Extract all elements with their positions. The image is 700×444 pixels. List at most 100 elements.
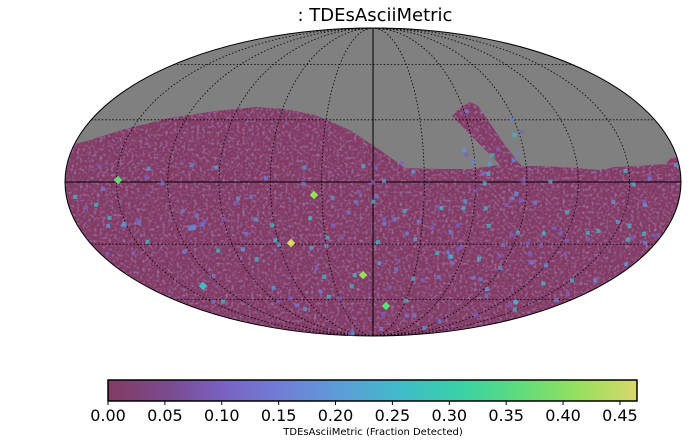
map-pixel: [477, 256, 481, 261]
map-pixel: [381, 312, 385, 317]
map-pixel: [498, 265, 503, 270]
map-pixel: [435, 251, 440, 255]
map-pixel: [422, 325, 427, 330]
map-pixel: [240, 247, 245, 252]
map-pixel: [107, 215, 112, 220]
map-pixel: [106, 223, 111, 228]
map-pixel: [449, 254, 454, 259]
map-pixel: [379, 327, 384, 331]
map-pixel: [404, 298, 409, 303]
map-pixel: [322, 274, 327, 279]
map-pixel: [552, 225, 557, 230]
map-pixel: [486, 223, 491, 228]
map-pixel: [642, 199, 647, 204]
chart-title: : TDEsAsciiMetric: [298, 5, 453, 26]
map-pixel: [382, 221, 387, 226]
map-pixel: [411, 276, 416, 281]
map-pixel: [643, 240, 647, 245]
colorbar-tick-label: 0.10: [204, 406, 240, 425]
map-pixel: [83, 205, 88, 210]
map-pixel: [324, 243, 329, 248]
meridian-line: [372, 28, 425, 336]
unobserved-region: [65, 28, 681, 170]
map-pixel: [439, 206, 444, 210]
map-pixel: [611, 200, 616, 205]
map-pixel: [349, 284, 354, 289]
map-pixel: [276, 299, 281, 304]
map-pixel: [483, 206, 488, 211]
hotspots: [73, 109, 678, 336]
map-pixel: [361, 164, 366, 169]
map-pixel: [325, 235, 330, 240]
meridian-line: [115, 28, 374, 336]
map-pixel: [512, 132, 517, 137]
map-pixel: [314, 265, 319, 270]
map-pixel: [509, 232, 514, 237]
map-pixel: [288, 296, 293, 301]
map-pixel: [301, 181, 306, 186]
map-pixel: [510, 196, 515, 201]
map-pixel: [404, 231, 409, 236]
colorbar: [107, 379, 638, 402]
map-pixel: [270, 223, 275, 228]
map-pixel: [411, 169, 416, 174]
map-pixel: [190, 162, 194, 167]
map-pixel: [214, 165, 219, 170]
map-pixel: [512, 307, 517, 312]
map-pixel: [420, 278, 425, 283]
colorbar-tick-label: 0.00: [90, 406, 126, 425]
map-pixel: [131, 251, 136, 256]
map-pixel: [596, 229, 601, 234]
map-pixel: [565, 210, 570, 215]
map-pixel: [254, 257, 259, 262]
map-pixel: [625, 237, 630, 242]
map-pixel: [382, 179, 386, 183]
map-pixel: [318, 289, 323, 294]
map-pixel: [630, 235, 635, 240]
map-pixel: [478, 277, 483, 282]
map-pixel: [346, 210, 351, 215]
map-pixel: [518, 198, 523, 203]
map-pixel: [530, 260, 535, 265]
map-pixel: [192, 224, 197, 229]
map-pixel: [392, 217, 397, 222]
map-pixel: [642, 232, 646, 236]
map-pixel: [651, 233, 656, 238]
map-pixel: [548, 179, 553, 184]
map-pixel: [448, 229, 453, 234]
map-pixel: [350, 331, 355, 336]
map-pixel: [330, 195, 335, 200]
map-pixel: [121, 223, 126, 228]
map-pixel: [484, 293, 489, 298]
map-pixel: [137, 221, 141, 225]
map-pixel: [449, 260, 454, 265]
map-pixel: [565, 290, 570, 295]
map-pixel: [562, 252, 567, 257]
map-pixel: [221, 299, 225, 304]
map-pixel: [459, 244, 464, 249]
map-pixel: [474, 312, 479, 317]
map-pixel: [456, 223, 461, 228]
map-pixel: [339, 235, 344, 240]
bright-pixel: [113, 175, 123, 185]
map-pixel: [434, 204, 439, 209]
map-pixel: [371, 180, 376, 185]
map-pixel: [642, 203, 647, 208]
map-pixel: [565, 238, 570, 243]
map-pixel: [471, 275, 476, 280]
map-pixel: [253, 217, 258, 222]
map-pixel: [101, 186, 105, 191]
map-pixel: [331, 223, 336, 228]
map-pixel: [94, 202, 99, 207]
map-pixel: [221, 217, 226, 222]
map-pixel: [145, 239, 150, 244]
colorbar-tick-label: 0.30: [431, 406, 467, 425]
map-pixel: [105, 251, 110, 256]
map-pixel: [481, 171, 486, 176]
map-pixel: [585, 237, 590, 242]
map-pixel: [73, 194, 78, 199]
map-pixel: [182, 249, 187, 254]
meridian-line: [321, 28, 374, 336]
map-pixel: [276, 242, 281, 247]
map-pixel: [348, 331, 353, 336]
